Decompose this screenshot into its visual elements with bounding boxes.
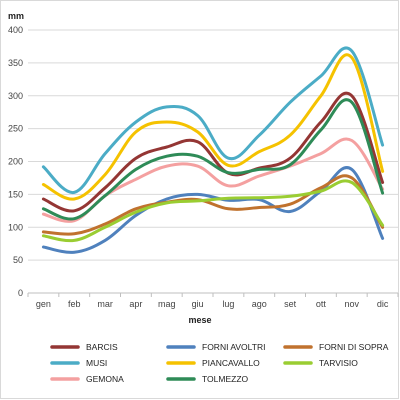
x-axis-title: mese xyxy=(188,315,211,325)
legend-label: TARVISIO xyxy=(319,358,358,368)
series-line-barcis xyxy=(41,91,385,213)
y-tick-label: 0 xyxy=(18,288,23,298)
legend: BARCIS FORNI AVOLTRI FORNI DI SOPRA MUSI PIA… xyxy=(50,342,389,384)
legend-item-forni-di-sopra: FORNI DI SOPRA xyxy=(283,342,389,352)
y-tick-label: 400 xyxy=(8,25,23,35)
x-tick-label-gen: gen xyxy=(36,299,51,309)
legend-item-forni-avoltri: FORNI AVOLTRI xyxy=(166,342,265,352)
x-tick-label-feb: feb xyxy=(68,299,81,309)
legend-label: FORNI DI SOPRA xyxy=(319,342,389,352)
x-tick-label-dic: dic xyxy=(377,299,389,309)
legend-item-piancavallo: PIANCAVALLO xyxy=(166,358,260,368)
y-tick-label: 150 xyxy=(8,189,23,199)
x-tick-label-mar: mar xyxy=(97,299,113,309)
legend-item-musi: MUSI xyxy=(50,358,107,368)
y-tick-label: 200 xyxy=(8,157,23,167)
legend-item-barcis: BARCIS xyxy=(50,342,118,352)
y-tick-label: 300 xyxy=(8,91,23,101)
series-line-tolmezzo xyxy=(41,98,385,221)
y-axis-title: mm xyxy=(8,11,24,21)
gridlines xyxy=(28,29,398,261)
x-tick-label-mag: mag xyxy=(158,299,176,309)
x-tick-label-ago: ago xyxy=(252,299,267,309)
legend-label: TOLMEZZO xyxy=(202,374,249,384)
series-line-forni-di-sopra xyxy=(41,174,385,236)
x-tick-label-lug: lug xyxy=(222,299,234,309)
legend-label: PIANCAVALLO xyxy=(202,358,260,368)
x-tick-label-ott: ott xyxy=(316,299,327,309)
legend-item-tolmezzo: TOLMEZZO xyxy=(166,374,249,384)
legend-item-gemona: GEMONA xyxy=(50,374,124,384)
legend-label: GEMONA xyxy=(86,374,124,384)
series-line-musi xyxy=(41,46,385,194)
x-tick-label-set: set xyxy=(284,299,297,309)
legend-item-tarvisio: TARVISIO xyxy=(283,358,358,368)
y-tick-label: 350 xyxy=(8,58,23,68)
legend-label: MUSI xyxy=(86,358,107,368)
x-tick-label-nov: nov xyxy=(344,299,359,309)
y-tick-label: 250 xyxy=(8,124,23,134)
legend-label: BARCIS xyxy=(86,342,118,352)
legend-label: FORNI AVOLTRI xyxy=(202,342,265,352)
y-tick-label: 50 xyxy=(13,255,23,265)
series-lines xyxy=(41,46,385,254)
x-tick-label-giu: giu xyxy=(192,299,204,309)
series-line-tarvisio xyxy=(41,179,385,243)
tick-labels: 0 50 100 150 200 250 300 350 400 gen feb mar apr mag g… xyxy=(8,25,389,309)
y-tick-label: 100 xyxy=(8,222,23,232)
axes xyxy=(27,292,399,297)
series-line-piancavallo xyxy=(41,53,385,201)
x-tick-label-apr: apr xyxy=(129,299,142,309)
